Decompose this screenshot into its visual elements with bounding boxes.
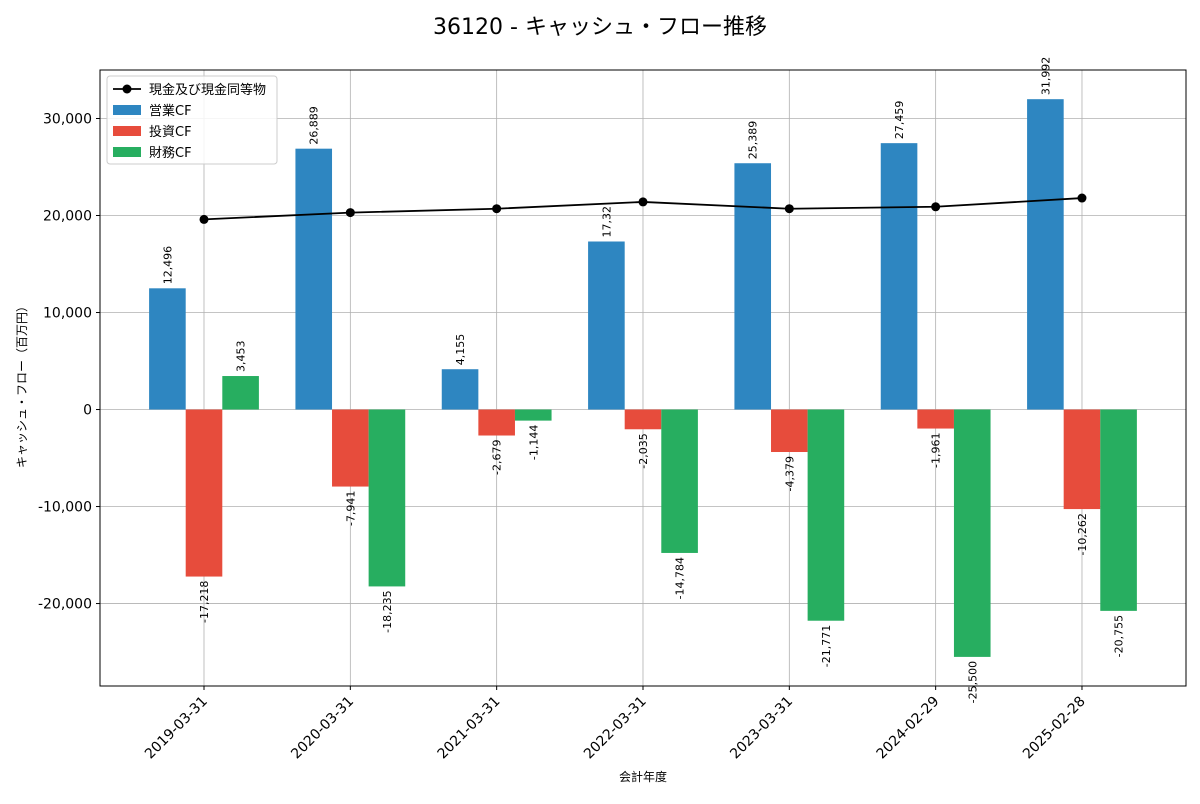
bar bbox=[185, 409, 223, 577]
bar bbox=[953, 409, 991, 657]
bar-value-label: 17,32 bbox=[600, 206, 613, 238]
bar-value-label: 25,389 bbox=[747, 121, 760, 160]
y-tick-label: -10,000 bbox=[38, 500, 92, 516]
bar bbox=[734, 163, 772, 410]
bar-value-label: -4,379 bbox=[783, 456, 796, 491]
bar-value-label: -20,755 bbox=[1113, 615, 1126, 657]
bar-value-label: 26,889 bbox=[308, 106, 321, 145]
bar bbox=[514, 409, 552, 421]
cash-point bbox=[199, 214, 209, 224]
y-tick-label: 0 bbox=[83, 403, 92, 419]
bar bbox=[771, 409, 808, 453]
y-tick-label: 10,000 bbox=[43, 306, 92, 322]
bar-value-label: 3,453 bbox=[235, 341, 248, 373]
bar bbox=[222, 376, 259, 410]
line-layer bbox=[199, 193, 1087, 224]
grid-layer bbox=[100, 70, 1186, 686]
bar bbox=[368, 409, 406, 587]
bar bbox=[149, 288, 186, 410]
chart-title: 36120 - キャッシュ・フロー推移 bbox=[433, 15, 767, 40]
bar-value-label: -10,262 bbox=[1076, 513, 1089, 555]
bar-value-label: 4,155 bbox=[454, 334, 467, 366]
bar bbox=[332, 409, 369, 487]
bar bbox=[1100, 409, 1137, 611]
cash-point bbox=[931, 202, 941, 212]
bar-value-label: -14,784 bbox=[674, 557, 687, 599]
x-tick-label: 2021-03-31 bbox=[435, 694, 504, 763]
bar bbox=[1027, 99, 1064, 410]
y-tick-label: 30,000 bbox=[43, 112, 92, 128]
bar bbox=[588, 241, 625, 410]
bar bbox=[1063, 409, 1101, 510]
legend-bar-swatch bbox=[113, 105, 141, 115]
cash-point bbox=[492, 204, 502, 214]
legend-label: 投資CF bbox=[149, 124, 192, 140]
bar bbox=[478, 409, 515, 436]
bar-value-label: -7,941 bbox=[344, 491, 357, 526]
x-tick-label: 2022-03-31 bbox=[581, 694, 650, 763]
bar bbox=[807, 409, 845, 621]
bar-value-label: -1,961 bbox=[930, 433, 943, 468]
x-tick-label: 2024-02-29 bbox=[874, 694, 943, 763]
bar-value-label: 31,992 bbox=[1039, 57, 1052, 96]
bar-value-label: -1,144 bbox=[527, 425, 540, 460]
bar-value-label: -17,218 bbox=[198, 581, 211, 623]
x-tick-label: 2019-03-31 bbox=[142, 694, 211, 763]
x-tick-label: 2025-02-28 bbox=[1020, 694, 1089, 763]
y-tick-label: 20,000 bbox=[43, 209, 92, 225]
legend-bar-swatch bbox=[113, 126, 141, 136]
cash-point bbox=[345, 208, 355, 218]
legend-label: 財務CF bbox=[149, 146, 192, 161]
bar-value-label: -18,235 bbox=[381, 590, 394, 632]
x-tick-label: 2020-03-31 bbox=[288, 694, 357, 763]
legend-bar-swatch bbox=[113, 147, 141, 157]
bar-value-label: -2,679 bbox=[491, 440, 504, 475]
legend-label: 営業CF bbox=[149, 103, 192, 119]
cash-point bbox=[1077, 193, 1087, 203]
y-axis-label: キャッシュ・フロー（百万円） bbox=[15, 300, 29, 468]
bar bbox=[295, 148, 333, 410]
cash-point bbox=[784, 204, 794, 214]
bar-value-label: 27,459 bbox=[893, 101, 906, 140]
bar-value-label: -2,035 bbox=[637, 433, 650, 468]
x-axis-label: 会計年度 bbox=[619, 769, 667, 784]
y-tick-label: -20,000 bbox=[38, 597, 92, 613]
cash-point bbox=[638, 197, 648, 207]
legend-label: 現金及び現金同等物 bbox=[149, 82, 266, 98]
label-layer: 12,496 26,889 4,155 17,32 25,389 27,459 31,992… bbox=[161, 57, 1125, 704]
bar bbox=[661, 409, 698, 553]
x-tick-label: 2023-03-31 bbox=[727, 694, 796, 763]
legend-marker-swatch bbox=[122, 84, 132, 94]
legend-box bbox=[106, 75, 278, 165]
bar-value-label: 12,496 bbox=[161, 246, 174, 285]
bar bbox=[624, 409, 662, 430]
bar bbox=[880, 143, 918, 410]
bar-value-label: -21,771 bbox=[820, 625, 833, 667]
bar-layer bbox=[149, 99, 1137, 657]
bar bbox=[917, 409, 954, 429]
bar bbox=[441, 369, 479, 410]
bar-value-label: -25,500 bbox=[966, 661, 979, 703]
